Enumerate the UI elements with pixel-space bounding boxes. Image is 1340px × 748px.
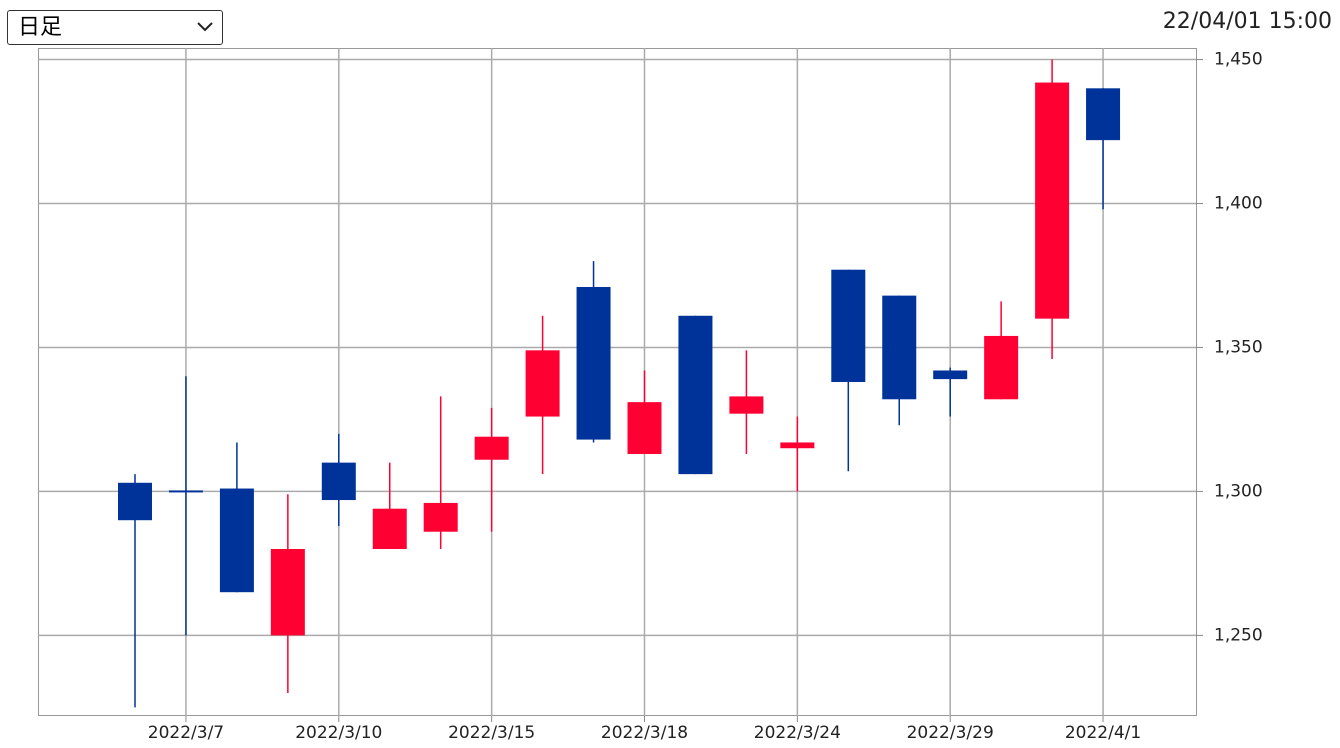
y-tick-label: 1,300 bbox=[1214, 481, 1263, 501]
x-tick-label: 2022/3/10 bbox=[295, 723, 382, 743]
candle-body bbox=[576, 286, 611, 440]
chevron bbox=[197, 22, 213, 32]
period-select[interactable]: 日足 bbox=[7, 10, 223, 45]
candle-body bbox=[984, 335, 1019, 400]
candle-body bbox=[882, 295, 917, 400]
candle-body bbox=[270, 549, 305, 636]
candle-body bbox=[423, 502, 458, 532]
candle-body bbox=[1035, 82, 1070, 319]
candle-body bbox=[729, 396, 764, 414]
plot-frame bbox=[38, 48, 1197, 716]
x-tick-label: 2022/3/18 bbox=[601, 723, 688, 743]
candle-body bbox=[372, 508, 407, 549]
y-tick-label: 1,400 bbox=[1214, 193, 1263, 213]
x-tick-label: 2022/3/7 bbox=[148, 723, 224, 743]
x-tick-label: 2022/3/24 bbox=[754, 723, 841, 743]
candle-body bbox=[627, 402, 662, 454]
candle-body bbox=[780, 442, 815, 449]
candle-body bbox=[219, 488, 254, 593]
candle-body bbox=[1086, 88, 1121, 141]
candle-body bbox=[474, 436, 509, 460]
candle-body bbox=[831, 269, 866, 382]
timestamp: 22/04/01 15:00 bbox=[1162, 9, 1332, 34]
x-tick-label: 2022/3/15 bbox=[448, 723, 535, 743]
period-label: 日足 bbox=[18, 15, 63, 40]
candle-body bbox=[678, 315, 713, 475]
y-tick-label: 1,250 bbox=[1214, 625, 1263, 645]
y-tick-label: 1,350 bbox=[1214, 337, 1263, 357]
candle-body bbox=[321, 462, 356, 501]
y-tick-label: 1,450 bbox=[1214, 50, 1263, 70]
candle-body bbox=[168, 490, 203, 493]
candle-body bbox=[525, 350, 560, 417]
x-tick-label: 2022/3/29 bbox=[907, 723, 994, 743]
candle-body bbox=[118, 482, 152, 521]
x-tick-label: 2022/4/1 bbox=[1065, 723, 1141, 743]
candle-body bbox=[933, 370, 968, 380]
